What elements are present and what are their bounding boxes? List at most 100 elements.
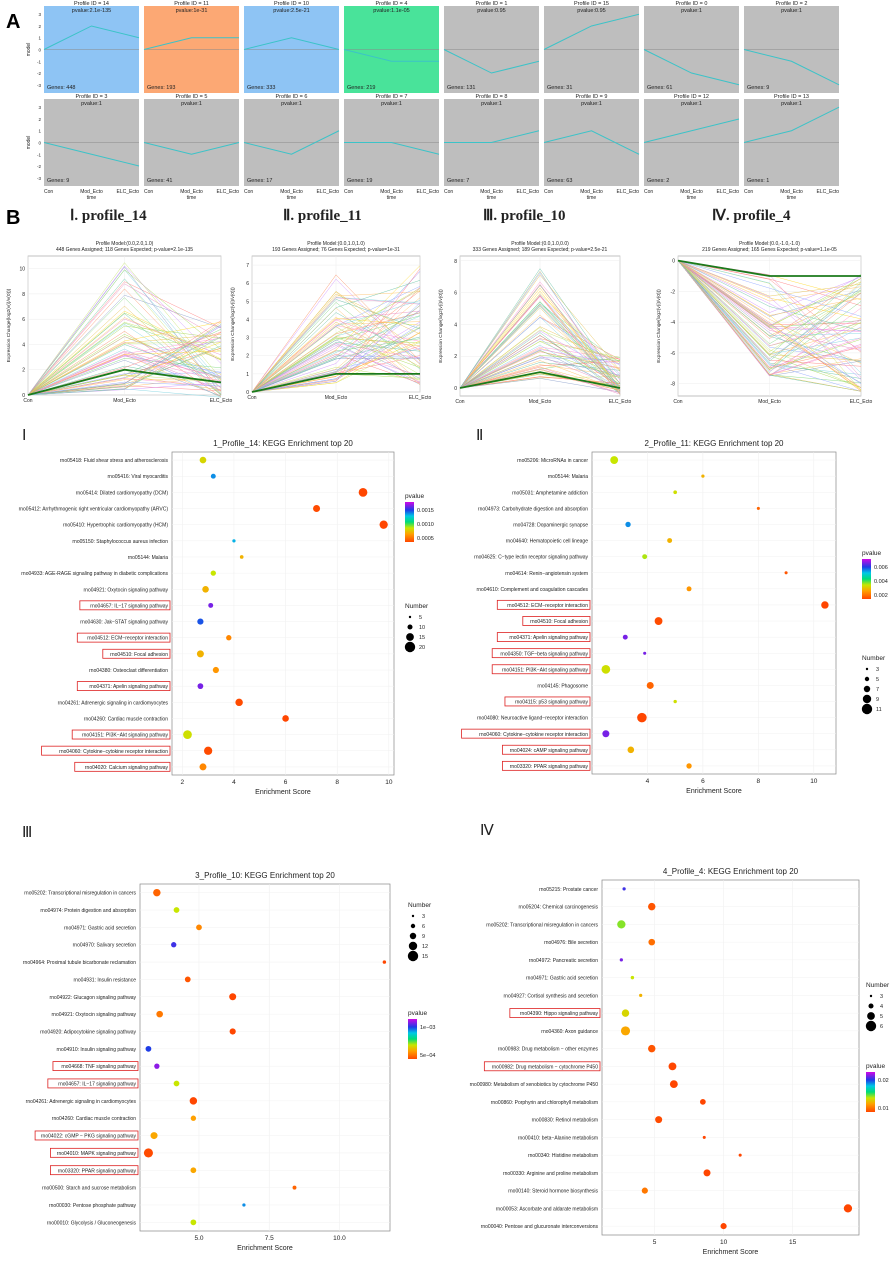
profile-y-tick: 1 (38, 36, 41, 41)
kegg-plot-area (139, 883, 391, 1232)
kegg-color-tick: 1e−03 (420, 1025, 435, 1031)
kegg-term-label: rno04964: Proximal tubule bicarbonate re… (23, 960, 136, 966)
kegg-term-label: rno04510: Focal adhesion (530, 619, 588, 625)
kegg-size-legend-dot (868, 1003, 874, 1009)
profile-y-tick: 0 (38, 48, 41, 53)
kegg-point (756, 506, 760, 510)
profile-plot-y-tick: -6 (671, 351, 676, 357)
profile-gene-line (459, 271, 621, 395)
kegg-term-label: rno00500: Starch and sucrose metabolism (42, 1186, 136, 1192)
kegg-point (622, 887, 626, 891)
kegg-color-bar (862, 559, 871, 599)
profile-plot-y-tick: 10 (19, 267, 25, 273)
profile-gene-line (27, 294, 222, 396)
profile-gene-line (251, 278, 421, 393)
profile-gene-line (677, 260, 862, 385)
kegg-point (208, 602, 214, 608)
profile-y-tick: -3 (37, 83, 41, 88)
kegg-term-label: rno04971: Gastric acid secretion (526, 976, 598, 982)
profile-tile-pvalue: pvalue:2.5e-21 (273, 8, 309, 14)
kegg-plot-title: 2_Profile_11: KEGG Enrichment top 20 (644, 439, 784, 448)
profile-plot-x-tick: Mod_Ecto (758, 399, 781, 405)
kegg-term-label: rno04657: IL−17 signaling pathway (90, 603, 168, 609)
kegg-color-bar (408, 1019, 417, 1059)
kegg-term-highlight-box (34, 1130, 139, 1141)
profile-gene-line (677, 260, 862, 317)
kegg-term-highlight-box (47, 1078, 139, 1089)
profile-gene-line (459, 268, 621, 389)
kegg-term-label: rno04657: IL−17 signaling pathway (58, 1082, 136, 1088)
kegg-color-legend-title: pvalue (866, 1063, 886, 1070)
profile-plot-x-tick: Mod_Ecto (325, 395, 348, 401)
kegg-point (202, 585, 209, 593)
profile-gene-line (677, 260, 862, 364)
profile-gene-line (27, 324, 222, 396)
profile-x-axis-label: time (687, 195, 697, 201)
profile-tile-model-line (643, 49, 740, 86)
profile-x-tick: Mod_Ecto (180, 189, 203, 195)
profile-gene-line (459, 281, 621, 389)
profile-tile-model-line (344, 142, 440, 155)
profile-y-tick: 1 (38, 129, 41, 134)
kegg-term-label: rno04614: Renin−angiotensin system (505, 571, 588, 577)
kegg-color-tick: 0.006 (874, 565, 888, 571)
profile-gene-line (677, 260, 862, 392)
kegg-size-legend-label: 3 (422, 914, 425, 920)
kegg-size-legend-label: 9 (876, 697, 879, 703)
kegg-term-label: rno04920: Adipocytokine signaling pathwa… (40, 1029, 136, 1035)
profile-tile-genes: Genes: 41 (147, 178, 172, 184)
kegg-term-highlight-box (509, 1008, 601, 1018)
kegg-point (196, 924, 202, 931)
kegg-x-label: Enrichment Score (255, 789, 311, 796)
kegg-color-bar (866, 1072, 875, 1112)
profile-tile-model-line (743, 106, 840, 143)
profile-gene-line (677, 260, 862, 339)
profile-plot-y-label: Expression Change(log2(v(i)/v(0))) (230, 287, 236, 361)
profile-gene-line (251, 302, 421, 393)
kegg-term-highlight-box (74, 761, 171, 772)
profile-x-tick: ELC_Ecto (816, 189, 839, 195)
profile-gene-line (27, 330, 222, 397)
profile-tile-pvalue: pvalue:1 (681, 8, 702, 14)
profile-gene-line (677, 260, 862, 316)
kegg-color-tick: 5e−04 (420, 1053, 435, 1059)
kegg-term-highlight-box (76, 632, 171, 643)
kegg-point (229, 1028, 236, 1035)
profile-gene-line (677, 260, 862, 388)
kegg-color-legend-title: pvalue (408, 1010, 428, 1017)
profile-gene-line (251, 321, 421, 393)
profile-gene-line (27, 378, 222, 396)
kegg-term-label: rno04060: Cytokine−cytokine receptor int… (479, 732, 588, 738)
profile-tile-model-line (243, 130, 340, 155)
profile-y-tick: -2 (37, 164, 41, 169)
kegg-size-legend-dot (867, 1012, 875, 1020)
kegg-point (617, 920, 626, 929)
profile-gene-line (677, 260, 862, 370)
kegg-point (197, 683, 204, 690)
kegg-point (173, 1080, 180, 1087)
kegg-size-legend-label: 6 (422, 924, 425, 930)
kegg-point (229, 993, 237, 1001)
kegg-term-label: rno04371: Apelin signaling pathway (509, 635, 588, 641)
kegg-x-tick: 6 (284, 779, 288, 786)
kegg-point (703, 1169, 711, 1177)
profile-x-tick: Con (244, 189, 253, 195)
kegg-term-label: rno05204: Chemical carcinogenesis (519, 905, 599, 911)
profile-tile-pvalue: pvalue:1 (81, 101, 102, 107)
kegg-term-label: rno05202: Transcriptional misregulation … (486, 922, 598, 928)
kegg-size-legend-label: 4 (880, 1004, 883, 1010)
profile-y-tick: -1 (37, 59, 41, 64)
profile-gene-line (677, 260, 862, 388)
profile-x-tick: Mod_Ecto (580, 189, 603, 195)
profile-gene-line (251, 280, 421, 393)
profile-plot-subtitle: 219 Genes Assigned; 165 Genes Expected; … (702, 247, 837, 253)
profile-tile-genes: Genes: 333 (247, 85, 275, 91)
profile-gene-line (27, 334, 222, 396)
kegg-point (190, 1167, 197, 1174)
kegg-point (601, 665, 611, 674)
kegg-color-tick: 0.004 (874, 579, 888, 585)
kegg-term-label: rno04151: PI3K−Akt signaling pathway (502, 667, 589, 673)
kegg-x-tick: 10.0 (333, 1235, 346, 1242)
kegg-point (171, 942, 177, 948)
profile-tile-pvalue: pvalue:0.95 (477, 8, 505, 14)
